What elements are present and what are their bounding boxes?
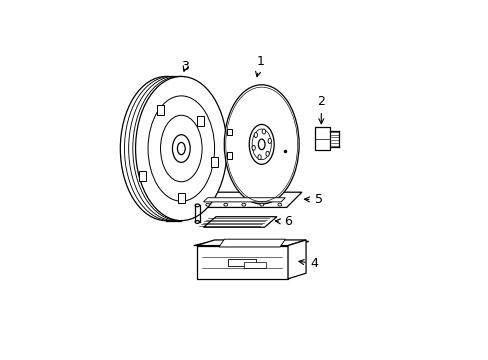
Ellipse shape xyxy=(172,135,190,162)
Ellipse shape xyxy=(249,125,274,164)
Ellipse shape xyxy=(259,203,263,206)
Polygon shape xyxy=(243,262,265,268)
Text: 6: 6 xyxy=(275,216,291,229)
Ellipse shape xyxy=(195,221,199,223)
Ellipse shape xyxy=(148,96,214,201)
Polygon shape xyxy=(203,217,276,227)
Polygon shape xyxy=(196,240,305,246)
Polygon shape xyxy=(228,259,256,266)
Ellipse shape xyxy=(124,76,216,221)
Polygon shape xyxy=(203,198,285,202)
Ellipse shape xyxy=(262,129,265,134)
Polygon shape xyxy=(226,129,232,135)
Ellipse shape xyxy=(224,85,299,204)
Polygon shape xyxy=(314,127,330,150)
Ellipse shape xyxy=(133,76,224,221)
Polygon shape xyxy=(219,239,285,247)
Ellipse shape xyxy=(224,203,227,206)
Ellipse shape xyxy=(120,76,211,221)
Text: 5: 5 xyxy=(304,193,322,206)
Polygon shape xyxy=(196,246,287,279)
Polygon shape xyxy=(178,193,184,203)
Ellipse shape xyxy=(205,203,209,206)
Ellipse shape xyxy=(242,203,245,206)
Polygon shape xyxy=(226,152,232,159)
Polygon shape xyxy=(193,242,308,246)
Ellipse shape xyxy=(160,115,202,182)
Ellipse shape xyxy=(257,155,261,160)
Polygon shape xyxy=(211,157,218,167)
Ellipse shape xyxy=(128,76,220,221)
Polygon shape xyxy=(157,105,163,115)
Text: 1: 1 xyxy=(255,55,264,77)
Text: 3: 3 xyxy=(181,60,189,73)
Text: 2: 2 xyxy=(317,95,325,124)
Ellipse shape xyxy=(265,151,269,156)
Text: 4: 4 xyxy=(298,257,318,270)
Ellipse shape xyxy=(267,139,271,143)
Ellipse shape xyxy=(258,139,264,150)
Polygon shape xyxy=(197,116,203,126)
Ellipse shape xyxy=(135,76,226,221)
Ellipse shape xyxy=(177,143,185,155)
Polygon shape xyxy=(139,171,145,181)
Polygon shape xyxy=(198,192,301,207)
Ellipse shape xyxy=(254,132,257,138)
Polygon shape xyxy=(287,240,305,279)
Ellipse shape xyxy=(251,145,255,150)
Ellipse shape xyxy=(195,204,199,207)
Ellipse shape xyxy=(277,203,281,206)
